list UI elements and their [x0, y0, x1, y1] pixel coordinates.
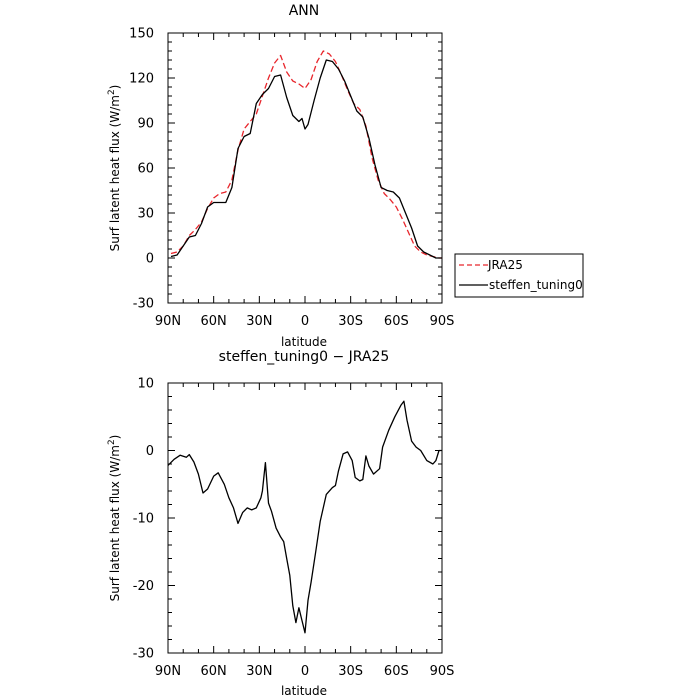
bottom-tick-marks — [167, 382, 443, 654]
bottom-series-group — [167, 400, 442, 634]
bottom-y-tick-label: 0 — [146, 444, 154, 459]
bottom-y-tick-label: -30 — [133, 647, 154, 662]
top-y-axis-title: Surf latent heat flux (W/m2) — [107, 85, 122, 252]
legend-label-steffen: steffen_tuning0 — [489, 278, 583, 292]
bottom-y-tick-label: -20 — [133, 579, 154, 594]
top-y-tick-label: 150 — [129, 27, 154, 42]
bottom-x-tick-labels: 90N 60N 30N 0 30S 60S 90S — [155, 664, 455, 679]
top-y-tick-labels: -30 0 30 60 90 120 150 — [129, 27, 154, 312]
bottom-x-tick-label: 30S — [338, 664, 363, 679]
top-panel: ANN -30 0 30 60 90 120 150 90N 60N 30N 0 30S 60S 90S… — [107, 3, 454, 349]
bottom-panel: steffen_tuning0 − JRA25 -30 -20 -10 0 10 90N… — [107, 349, 454, 698]
bottom-y-axis-title: Surf latent heat flux (W/m2) — [107, 435, 122, 602]
top-panel-title: ANN — [289, 3, 320, 19]
series-line-jra25 — [170, 50, 442, 259]
top-y-tick-label: 60 — [137, 162, 154, 177]
legend: JRA25 steffen_tuning0 — [454, 253, 584, 298]
top-y-tick-label: 120 — [129, 72, 154, 87]
top-plot-frame — [167, 32, 443, 304]
top-x-tick-label: 30S — [338, 314, 363, 329]
top-x-tick-label: 60N — [201, 314, 227, 329]
top-y-tick-label: 0 — [146, 252, 154, 267]
top-y-tick-label: 90 — [137, 117, 154, 132]
top-y-tick-label: -30 — [133, 297, 154, 312]
bottom-y-tick-label: 10 — [137, 377, 154, 392]
top-x-tick-labels: 90N 60N 30N 0 30S 60S 90S — [155, 314, 455, 329]
bottom-x-tick-label: 60N — [201, 664, 227, 679]
top-series-group — [170, 50, 442, 259]
bottom-x-tick-label: 30N — [246, 664, 272, 679]
bottom-y-tick-labels: -30 -20 -10 0 10 — [133, 377, 154, 662]
series-line-difference — [167, 400, 442, 634]
top-x-tick-label: 90S — [430, 314, 455, 329]
bottom-x-tick-label: 90S — [430, 664, 455, 679]
bottom-x-tick-label: 0 — [301, 664, 309, 679]
top-y-tick-label: 30 — [137, 207, 154, 222]
top-x-axis-title: latitude — [281, 335, 327, 349]
top-x-tick-label: 60S — [384, 314, 409, 329]
top-tick-marks — [167, 32, 443, 304]
bottom-plot-frame — [167, 382, 443, 654]
series-line-steffen-tuning0 — [170, 59, 442, 259]
bottom-x-tick-label: 90N — [155, 664, 181, 679]
legend-label-jra25: JRA25 — [487, 258, 523, 272]
legend-box — [454, 253, 584, 298]
bottom-y-tick-label: -10 — [133, 512, 154, 527]
top-x-tick-label: 0 — [301, 314, 309, 329]
bottom-x-axis-title: latitude — [281, 684, 327, 698]
top-x-tick-label: 30N — [246, 314, 272, 329]
bottom-x-tick-label: 60S — [384, 664, 409, 679]
bottom-panel-title: steffen_tuning0 − JRA25 — [219, 349, 390, 365]
top-x-tick-label: 90N — [155, 314, 181, 329]
